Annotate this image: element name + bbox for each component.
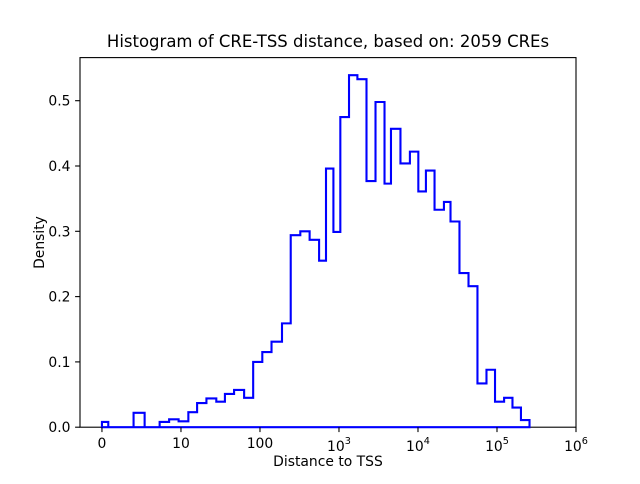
x-tick-label: 103 [327,436,351,455]
x-tick-label: 10 [172,436,190,452]
x-tick-label: 100 [247,436,274,452]
y-tick-label: 0.0 [48,420,70,436]
y-tick-label: 0.2 [48,290,70,306]
x-tick-label: 105 [485,436,509,455]
y-axis-label: Density [32,216,48,269]
plot-frame [79,57,577,428]
chart-title: Histogram of CRE-TSS distance, based on:… [107,32,549,51]
x-axis-label: Distance to TSS [273,454,383,470]
y-tick-label: 0.4 [48,159,70,175]
histogram-step-line [100,74,531,429]
y-tick-label: 0.5 [48,94,70,110]
plot-area: 0 10 100 103 104 105 106 0.0 0.1 0.2 0.3 0.4 0.5 [48,57,588,455]
y-tick-label: 0.3 [48,224,70,240]
y-tick-label: 0.1 [48,355,70,371]
x-tick-label: 106 [564,436,588,455]
x-tick-label: 104 [406,436,430,455]
x-tick-label: 0 [98,436,107,452]
